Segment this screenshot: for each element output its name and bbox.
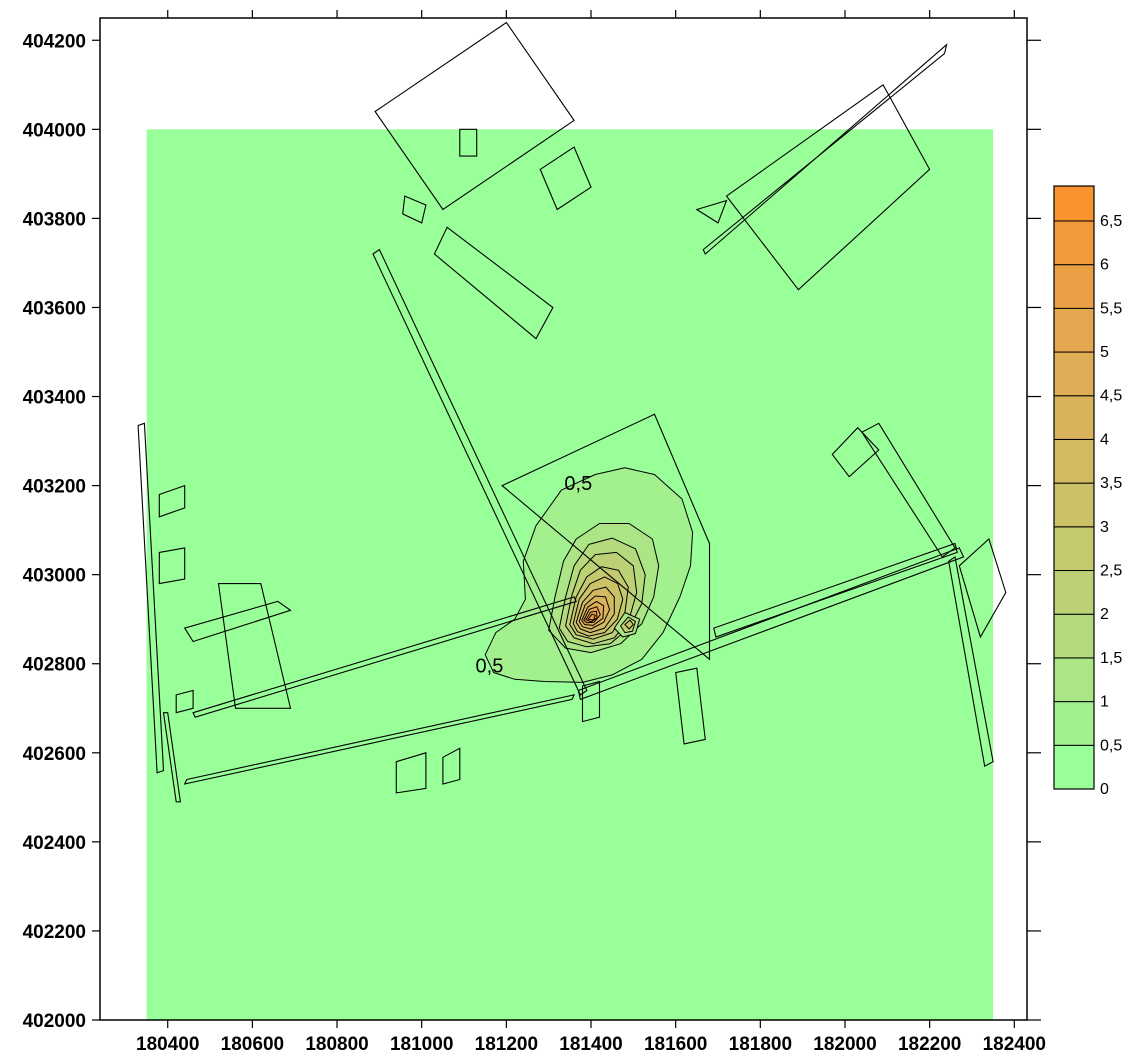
colorbar-label-2: 1 bbox=[1100, 694, 1109, 711]
x-tick-label-3: 181000 bbox=[390, 1034, 453, 1055]
building-outline-1 bbox=[433, 226, 554, 340]
y-tick-label-2: 402400 bbox=[23, 833, 86, 854]
x-tick-label-6: 181600 bbox=[644, 1034, 707, 1055]
x-tick-label-7: 181800 bbox=[729, 1034, 792, 1055]
y-tick-label-9: 403800 bbox=[23, 209, 86, 230]
colorbar-band-8 bbox=[1053, 395, 1095, 440]
colorbar-band-5 bbox=[1053, 526, 1095, 572]
colorbar-label-3: 1,5 bbox=[1100, 650, 1122, 667]
building-outline-12 bbox=[137, 422, 165, 774]
x-tick-label-5: 181400 bbox=[559, 1034, 622, 1055]
building-outline-17 bbox=[158, 484, 186, 518]
y-tick-label-7: 403400 bbox=[23, 388, 86, 409]
building-outline-22 bbox=[831, 426, 880, 478]
building-outline-4 bbox=[402, 195, 427, 224]
colorbar-band-13 bbox=[1053, 185, 1095, 222]
colorbar-label-8: 4 bbox=[1100, 431, 1109, 448]
contour-label-0: 0,5 bbox=[564, 473, 592, 495]
y-tick-label-10: 404000 bbox=[23, 120, 86, 141]
building-outline-14 bbox=[183, 600, 292, 643]
colorbar-label-11: 5,5 bbox=[1100, 300, 1122, 317]
colorbar-label-10: 5 bbox=[1100, 344, 1109, 361]
colorbar-band-6 bbox=[1053, 482, 1095, 528]
building-outline-20 bbox=[713, 542, 958, 638]
building-outline-8 bbox=[372, 248, 588, 696]
colorbar-band-9 bbox=[1053, 351, 1095, 397]
building-outline-6 bbox=[725, 83, 931, 291]
colorbar-label-12: 6 bbox=[1100, 257, 1109, 274]
colorbar-label-7: 3,5 bbox=[1100, 475, 1122, 492]
colorbar-band-10 bbox=[1053, 307, 1095, 353]
x-tick-label-9: 182200 bbox=[898, 1034, 961, 1055]
colorbar-band-0 bbox=[1053, 744, 1095, 790]
building-outline-25 bbox=[675, 667, 706, 745]
x-tick-label-10: 182400 bbox=[983, 1034, 1046, 1055]
x-tick-label-4: 181200 bbox=[475, 1034, 538, 1055]
colorbar-band-1 bbox=[1053, 701, 1095, 746]
colorbar-band-2 bbox=[1053, 657, 1095, 703]
colorbar-label-6: 3 bbox=[1100, 519, 1109, 536]
colorbar-frame bbox=[1053, 185, 1095, 790]
colorbar-label-9: 4,5 bbox=[1100, 388, 1122, 405]
colorbar-band-4 bbox=[1053, 570, 1095, 615]
building-outline-0 bbox=[374, 21, 575, 211]
contour-lines bbox=[484, 467, 694, 683]
y-tick-label-3: 402600 bbox=[23, 744, 86, 765]
y-tick-label-8: 403600 bbox=[23, 298, 86, 319]
x-tick-label-8: 182000 bbox=[813, 1034, 876, 1055]
x-axis: 180400 180600 180800 181000 181200 181400 1816… bbox=[136, 10, 1046, 1055]
contour-3-14 bbox=[624, 619, 634, 630]
colorbar-band-12 bbox=[1053, 220, 1095, 266]
contour-label-1: 0,5 bbox=[476, 656, 504, 678]
building-outline-18 bbox=[175, 689, 194, 714]
x-tick-label-2: 180800 bbox=[305, 1034, 368, 1055]
y-tick-label-11: 404200 bbox=[23, 31, 86, 52]
colorbar-label-5: 2,5 bbox=[1100, 563, 1122, 580]
x-tick-label-0: 180400 bbox=[136, 1034, 199, 1055]
building-outline-9 bbox=[501, 413, 711, 661]
y-tick-label-1: 402200 bbox=[23, 922, 86, 943]
building-outline-2 bbox=[459, 128, 478, 157]
colorbar-label-13: 6,5 bbox=[1100, 213, 1122, 230]
building-outline-26 bbox=[581, 680, 601, 723]
building-outline-3 bbox=[539, 146, 592, 211]
building-outline-16 bbox=[158, 547, 186, 585]
building-outline-24 bbox=[958, 538, 1007, 639]
building-outline-15 bbox=[217, 583, 292, 709]
colorbar-label-4: 2 bbox=[1100, 606, 1109, 623]
building-outline-21 bbox=[861, 422, 956, 558]
colorbar-legend: 0 0,5 1 1,5 2 2,5 3 3,5 4 4,5 5 5,5 6 6,5 bbox=[1053, 185, 1122, 798]
building-outline-13 bbox=[162, 712, 182, 803]
y-tick-label-5: 403000 bbox=[23, 566, 86, 587]
colorbar-band-3 bbox=[1053, 613, 1095, 659]
building-outlines bbox=[137, 21, 1007, 803]
y-tick-label-0: 402000 bbox=[23, 1011, 86, 1032]
y-tick-label-6: 403200 bbox=[23, 477, 86, 498]
plot-frame bbox=[99, 17, 1028, 1021]
colorbar-band-7 bbox=[1053, 438, 1095, 484]
colorbar-band-11 bbox=[1053, 264, 1095, 309]
building-outline-19 bbox=[577, 547, 965, 701]
contour-6-11 bbox=[587, 613, 596, 621]
colorbar-label-0: 0 bbox=[1100, 781, 1109, 798]
colorbar-label-1: 0,5 bbox=[1100, 737, 1122, 754]
x-tick-label-1: 180600 bbox=[221, 1034, 284, 1055]
building-outline-11 bbox=[183, 694, 576, 785]
y-tick-label-4: 402800 bbox=[23, 655, 86, 676]
building-outline-10 bbox=[192, 596, 577, 718]
building-outline-27 bbox=[395, 752, 427, 794]
building-outline-23 bbox=[948, 555, 994, 768]
building-outline-7 bbox=[695, 199, 728, 224]
y-axis: 402000 402200 402400 402600 402800 403000 4032… bbox=[23, 31, 1041, 1032]
building-outline-5 bbox=[702, 43, 948, 255]
contour-labels: 0,5 0,5 bbox=[476, 473, 593, 678]
building-outline-28 bbox=[442, 747, 461, 785]
